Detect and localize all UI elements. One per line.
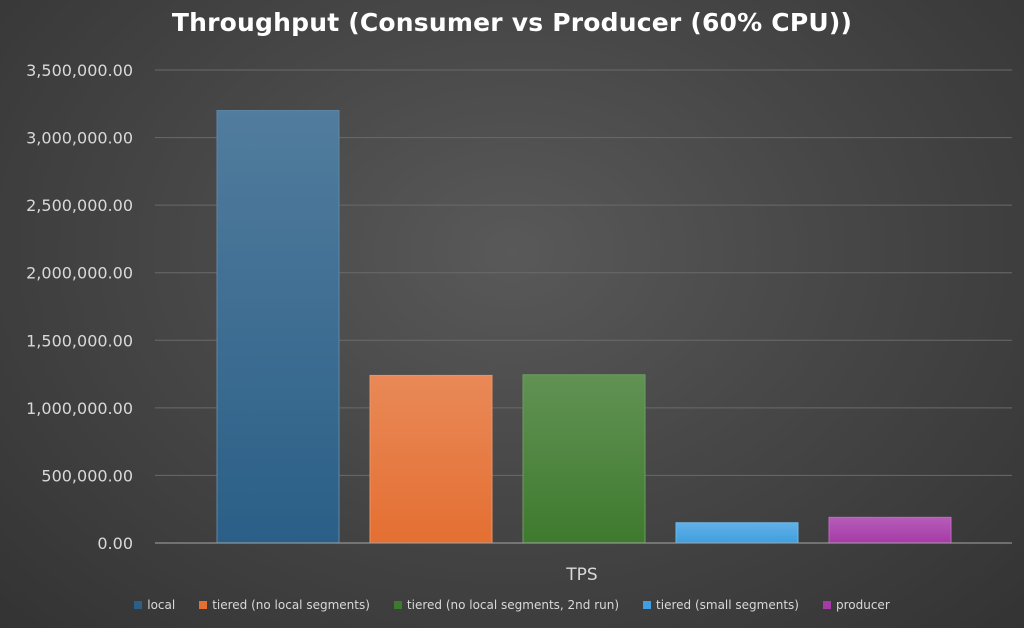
legend-item: tiered (no local segments) bbox=[199, 598, 370, 612]
legend-swatch bbox=[134, 601, 143, 609]
bar-producer bbox=[828, 516, 952, 544]
y-tick-label: 500,000.00 bbox=[41, 466, 133, 485]
legend-swatch bbox=[393, 601, 402, 609]
legend-item: tiered (no local segments, 2nd run) bbox=[393, 598, 620, 612]
legend: local tiered (no local segments) tiered (n… bbox=[0, 598, 1024, 612]
y-tick-label: 2,500,000.00 bbox=[26, 196, 133, 215]
legend-swatch bbox=[643, 601, 652, 609]
legend-swatch bbox=[199, 601, 208, 609]
y-tick-label: 1,000,000.00 bbox=[26, 399, 133, 418]
legend-label: tiered (no local segments, 2nd run) bbox=[406, 598, 620, 612]
legend-item: tiered (small segments) bbox=[643, 598, 799, 612]
y-tick-label: 3,500,000.00 bbox=[26, 61, 133, 80]
bar-tiered-no-local-segments bbox=[369, 374, 493, 544]
legend-item: producer bbox=[822, 598, 890, 612]
bar-tiered-no-local-segments-2nd-run bbox=[522, 374, 646, 544]
legend-label: tiered (small segments) bbox=[656, 598, 799, 612]
y-tick-label: 2,000,000.00 bbox=[26, 264, 133, 283]
legend-label: tiered (no local segments) bbox=[212, 598, 370, 612]
legend-swatch bbox=[822, 601, 831, 609]
legend-item: local bbox=[134, 598, 175, 612]
chart-title: Throughput (Consumer vs Producer (60% CP… bbox=[171, 8, 853, 37]
legend-label: local bbox=[147, 598, 176, 612]
bar-tiered-small-segments bbox=[675, 522, 799, 544]
y-tick-label: 3,000,000.00 bbox=[26, 129, 133, 148]
y-axis-tick-labels: 0.00 500,000.00 1,000,000.00 1,500,000.00 2,… bbox=[26, 61, 133, 553]
y-tick-label: 1,500,000.00 bbox=[26, 331, 133, 350]
legend-label: producer bbox=[835, 598, 890, 612]
x-category-label: TPS bbox=[565, 565, 597, 585]
y-tick-label: 0.00 bbox=[97, 534, 133, 553]
bars bbox=[216, 110, 952, 544]
bar-local bbox=[216, 110, 340, 544]
